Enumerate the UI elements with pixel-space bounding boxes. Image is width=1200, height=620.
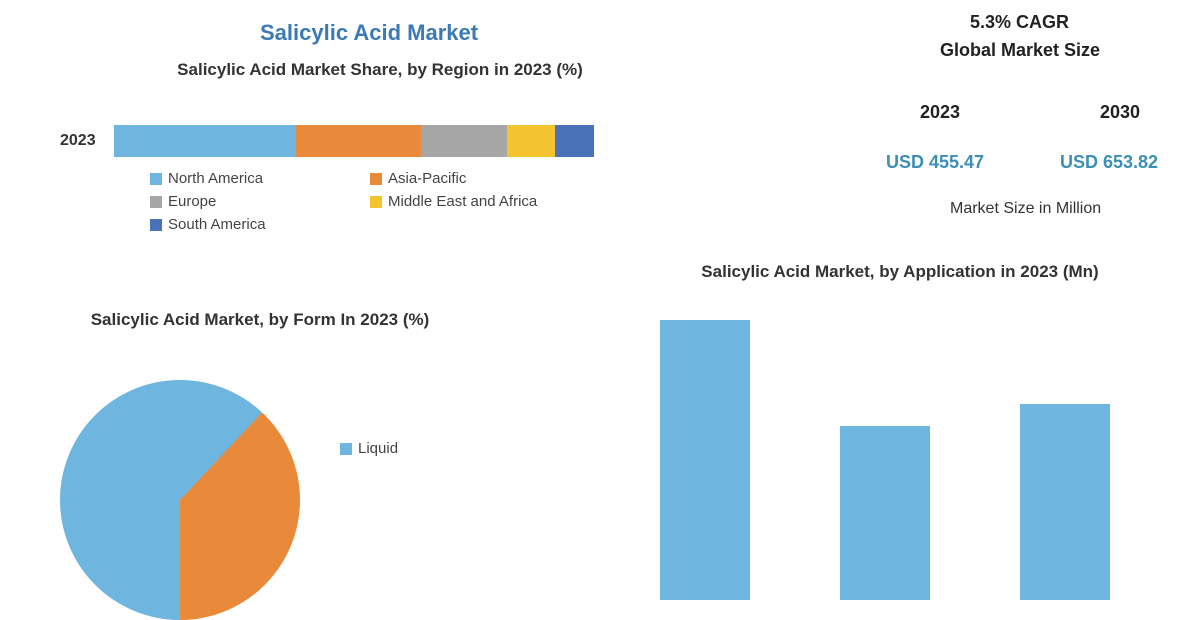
region-legend-item: Asia-Pacific xyxy=(370,170,550,187)
legend-swatch xyxy=(370,196,382,208)
region-segment xyxy=(555,125,593,157)
region-row-label: 2023 xyxy=(60,132,96,150)
legend-label: North America xyxy=(168,170,263,187)
region-segment xyxy=(114,125,296,157)
app-bar xyxy=(840,426,930,600)
region-legend-item: North America xyxy=(150,170,330,187)
region-legend-item: Europe xyxy=(150,193,330,210)
infographic-container: Salicylic Acid Market 5.3% CAGR Global M… xyxy=(0,0,1200,600)
pie-legend-label: Liquid xyxy=(358,440,398,457)
region-chart-title: Salicylic Acid Market Share, by Region i… xyxy=(130,60,630,80)
region-segment xyxy=(296,125,421,157)
app-chart-title: Salicylic Acid Market, by Application in… xyxy=(660,262,1140,282)
region-segment xyxy=(507,125,555,157)
app-bar xyxy=(660,320,750,600)
value-2030: USD 653.82 xyxy=(1060,152,1158,173)
legend-label: Europe xyxy=(168,193,216,210)
app-bar xyxy=(1020,404,1110,600)
app-bar-chart xyxy=(620,320,1180,600)
cagr-text: 5.3% CAGR xyxy=(970,12,1069,33)
legend-label: Middle East and Africa xyxy=(388,193,537,210)
pie-legend: Liquid xyxy=(340,440,520,457)
legend-swatch xyxy=(370,173,382,185)
region-legend-item: Middle East and Africa xyxy=(370,193,550,210)
pie-chart xyxy=(60,380,300,620)
pie-legend-swatch xyxy=(340,443,352,455)
form-chart-title: Salicylic Acid Market, by Form In 2023 (… xyxy=(90,310,430,330)
region-legend: North America Asia-Pacific Europe Middle Ea… xyxy=(150,170,650,239)
year-2023-label: 2023 xyxy=(920,102,960,123)
region-stacked-bar-row: 2023 xyxy=(60,125,594,157)
global-market-size-label: Global Market Size xyxy=(940,40,1100,61)
legend-label: Asia-Pacific xyxy=(388,170,466,187)
value-2023: USD 455.47 xyxy=(886,152,984,173)
region-segment xyxy=(421,125,507,157)
market-size-unit: Market Size in Million xyxy=(950,200,1101,218)
year-2030-label: 2030 xyxy=(1100,102,1140,123)
legend-swatch xyxy=(150,173,162,185)
legend-swatch xyxy=(150,196,162,208)
legend-swatch xyxy=(150,219,162,231)
region-legend-item: South America xyxy=(150,216,330,233)
region-stacked-bar xyxy=(114,125,594,157)
legend-label: South America xyxy=(168,216,266,233)
main-title: Salicylic Acid Market xyxy=(260,20,478,46)
pie-chart-wrap xyxy=(60,380,300,620)
